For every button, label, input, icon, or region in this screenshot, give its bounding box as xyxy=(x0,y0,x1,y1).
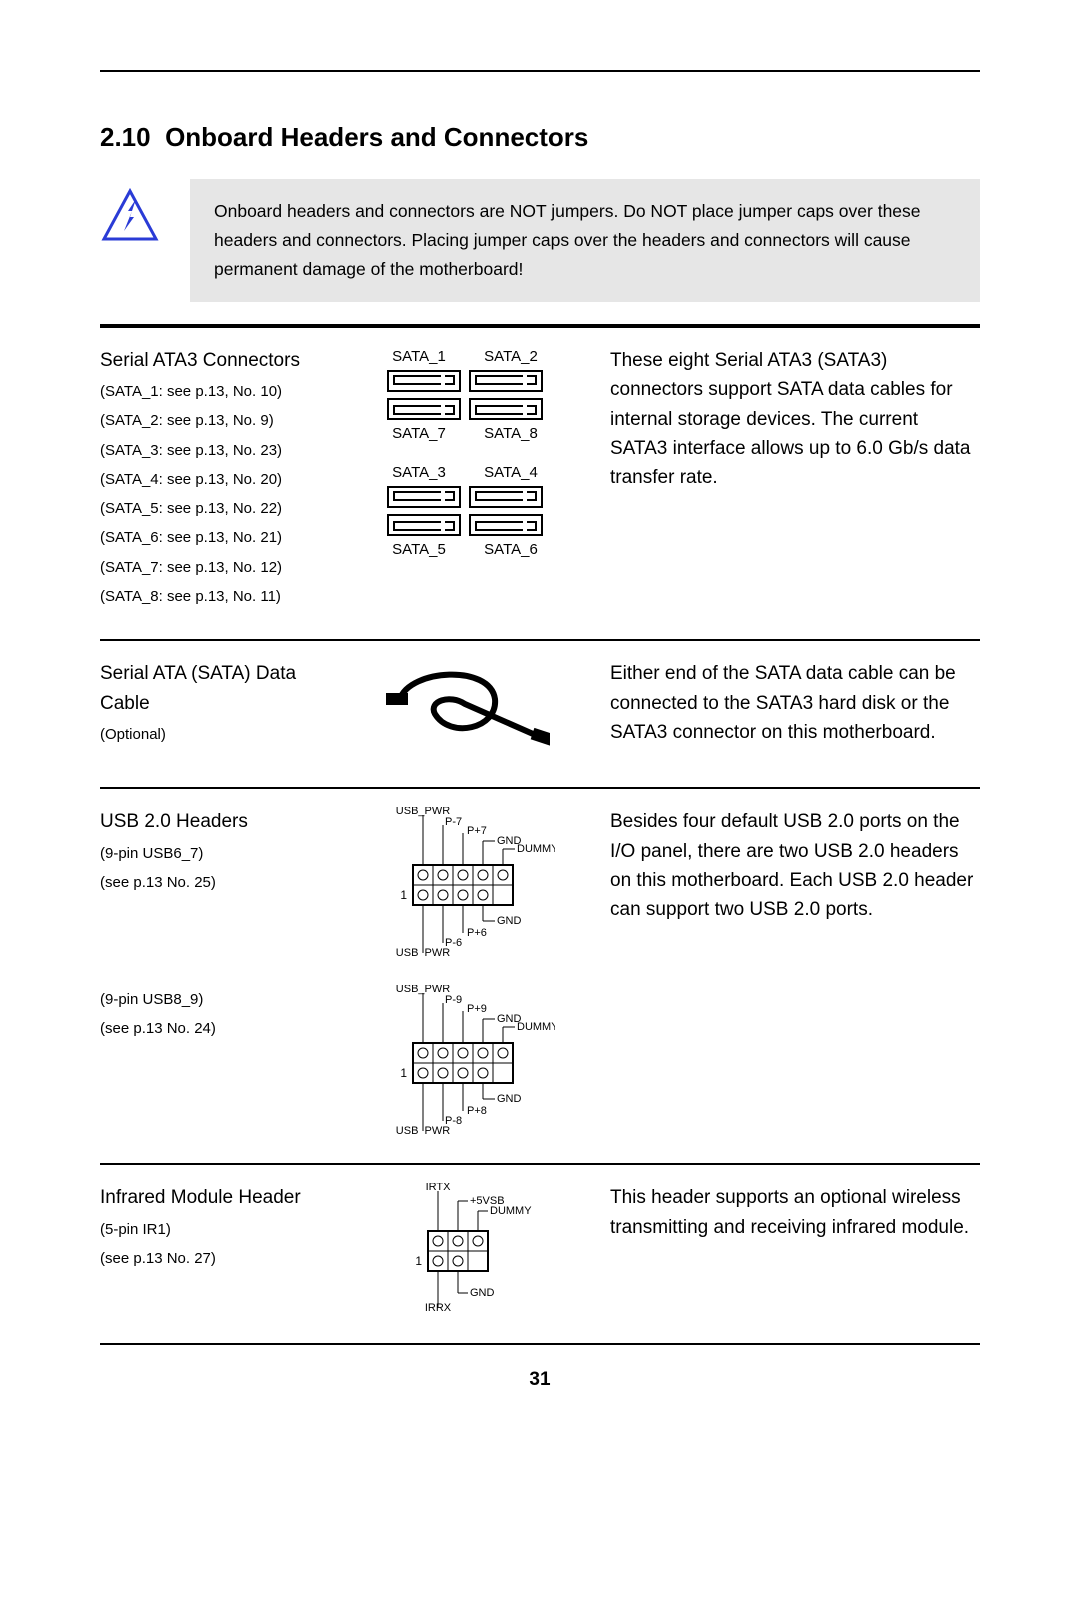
lbl-sata7: SATA_7 xyxy=(385,425,453,442)
page-number: 31 xyxy=(100,1369,980,1391)
entry-ir: Infrared Module Header (5-pin IR1) (see … xyxy=(100,1183,980,1313)
warning-icon xyxy=(100,187,160,247)
bottom-rule xyxy=(100,1343,980,1345)
entry-sata-cable: Serial ATA (SATA) Data Cable (Optional) … xyxy=(100,659,980,759)
svg-text:P+6: P+6 xyxy=(467,927,487,939)
sata-ref-7: (SATA_8: see p.13, No. 11) xyxy=(100,582,320,611)
rule xyxy=(100,639,980,641)
sata-title: Serial ATA3 Connectors xyxy=(100,346,320,375)
svg-text:DUMMY: DUMMY xyxy=(490,1205,532,1217)
svg-text:USB_PWR: USB_PWR xyxy=(396,947,450,957)
usb-h1-name: (9-pin USB6_7) xyxy=(100,839,320,868)
svg-text:USB_PWR: USB_PWR xyxy=(396,1125,450,1135)
sata-port-icon xyxy=(387,514,461,536)
cable-left: Serial ATA (SATA) Data Cable (Optional) xyxy=(100,659,320,749)
sata-ref-5: (SATA_6: see p.13, No. 21) xyxy=(100,523,320,552)
usb-h1-ref: (see p.13 No. 25) xyxy=(100,868,320,897)
sata-diagram: SATA_1 SATA_2 SATA_7 SATA_8 SATA_3 SATA_4 S… xyxy=(350,346,580,560)
svg-text:1: 1 xyxy=(400,1066,407,1080)
usb-h2-name: (9-pin USB8_9) xyxy=(100,985,320,1014)
section-heading: 2.10 Onboard Headers and Connectors xyxy=(100,122,980,153)
svg-text:1: 1 xyxy=(415,1254,422,1268)
ir-header-icon: IRTX +5VSB DUMMY 1 GND IRRX xyxy=(390,1183,540,1313)
sata-ref-3: (SATA_4: see p.13, No. 20) xyxy=(100,465,320,494)
warning-callout: Onboard headers and connectors are NOT j… xyxy=(100,179,980,302)
lbl-sata2: SATA_2 xyxy=(477,348,545,365)
svg-text:USB_PWR: USB_PWR xyxy=(396,985,450,995)
svg-text:USB_PWR: USB_PWR xyxy=(396,807,450,817)
sata-port-icon xyxy=(469,370,543,392)
warning-text: Onboard headers and connectors are NOT j… xyxy=(190,179,980,302)
usb-left: USB 2.0 Headers (9-pin USB6_7) (see p.13… xyxy=(100,807,320,897)
entry-usb: USB 2.0 Headers (9-pin USB6_7) (see p.13… xyxy=(100,807,980,957)
top-rule xyxy=(100,70,980,72)
usb-header-icon: USB_PWR P-7 P+7 GND DUMMY 1 xyxy=(375,807,555,957)
usb-diagram-1: USB_PWR P-7 P+7 GND DUMMY 1 xyxy=(350,807,580,957)
lbl-sata8: SATA_8 xyxy=(477,425,545,442)
usb-header-icon: USB_PWR P-9 P+9 GND DUMMY 1 GND xyxy=(375,985,555,1135)
rule xyxy=(100,1163,980,1165)
lbl-sata5: SATA_5 xyxy=(385,541,453,558)
svg-text:IRTX: IRTX xyxy=(426,1183,452,1193)
ir-diagram: IRTX +5VSB DUMMY 1 GND IRRX xyxy=(350,1183,580,1313)
section-number: 2.10 xyxy=(100,122,151,152)
usb-left-2: (9-pin USB8_9) (see p.13 No. 24) xyxy=(100,985,320,1135)
entry-usb-2: (9-pin USB8_9) (see p.13 No. 24) USB_PWR… xyxy=(100,985,980,1135)
svg-text:GND: GND xyxy=(470,1287,495,1299)
ir-title: Infrared Module Header xyxy=(100,1183,320,1212)
lbl-sata3: SATA_3 xyxy=(385,464,453,481)
sata-port-icon xyxy=(469,514,543,536)
lbl-sata6: SATA_6 xyxy=(477,541,545,558)
svg-text:GND: GND xyxy=(497,1093,522,1105)
sata-ref-2: (SATA_3: see p.13, No. 23) xyxy=(100,436,320,465)
sata-port-icon xyxy=(387,398,461,420)
sata-port-icon xyxy=(387,486,461,508)
cable-desc: Either end of the SATA data cable can be… xyxy=(610,659,980,747)
svg-text:P+7: P+7 xyxy=(467,825,487,837)
ir-left: Infrared Module Header (5-pin IR1) (see … xyxy=(100,1183,320,1273)
svg-text:IRRX: IRRX xyxy=(425,1302,452,1313)
svg-text:P+9: P+9 xyxy=(467,1003,487,1015)
lbl-sata4: SATA_4 xyxy=(477,464,545,481)
svg-text:GND: GND xyxy=(497,915,522,927)
rule xyxy=(100,787,980,789)
svg-text:P+8: P+8 xyxy=(467,1105,487,1117)
sata-cable-diagram xyxy=(350,659,580,759)
cable-title: Serial ATA (SATA) Data Cable xyxy=(100,659,320,718)
sata-port-icon xyxy=(469,486,543,508)
ir-sub2: (see p.13 No. 27) xyxy=(100,1244,320,1273)
usb-h2-ref: (see p.13 No. 24) xyxy=(100,1014,320,1043)
svg-text:1: 1 xyxy=(400,888,407,902)
sata-ref-0: (SATA_1: see p.13, No. 10) xyxy=(100,377,320,406)
svg-text:P-7: P-7 xyxy=(445,816,462,828)
sata-ref-4: (SATA_5: see p.13, No. 22) xyxy=(100,494,320,523)
svg-text:DUMMY: DUMMY xyxy=(517,843,555,855)
rule-thick xyxy=(100,324,980,328)
lbl-sata1: SATA_1 xyxy=(385,348,453,365)
svg-text:P-9: P-9 xyxy=(445,994,462,1006)
sata-ref-1: (SATA_2: see p.13, No. 9) xyxy=(100,406,320,435)
usb-desc: Besides four default USB 2.0 ports on th… xyxy=(610,807,980,925)
sata-left: Serial ATA3 Connectors (SATA_1: see p.13… xyxy=(100,346,320,611)
sata-port-icon xyxy=(469,398,543,420)
usb-diagram-2: USB_PWR P-9 P+9 GND DUMMY 1 GND xyxy=(350,985,580,1135)
svg-text:DUMMY: DUMMY xyxy=(517,1021,555,1033)
section-title-text: Onboard Headers and Connectors xyxy=(165,122,588,152)
ir-sub1: (5-pin IR1) xyxy=(100,1215,320,1244)
ir-desc: This header supports an optional wireles… xyxy=(610,1183,980,1242)
sata-cable-icon xyxy=(380,659,550,759)
sata-desc: These eight Serial ATA3 (SATA3) connecto… xyxy=(610,346,980,493)
entry-sata: Serial ATA3 Connectors (SATA_1: see p.13… xyxy=(100,346,980,611)
sata-ref-6: (SATA_7: see p.13, No. 12) xyxy=(100,553,320,582)
usb-title: USB 2.0 Headers xyxy=(100,807,320,836)
sata-port-icon xyxy=(387,370,461,392)
cable-sub: (Optional) xyxy=(100,720,320,749)
